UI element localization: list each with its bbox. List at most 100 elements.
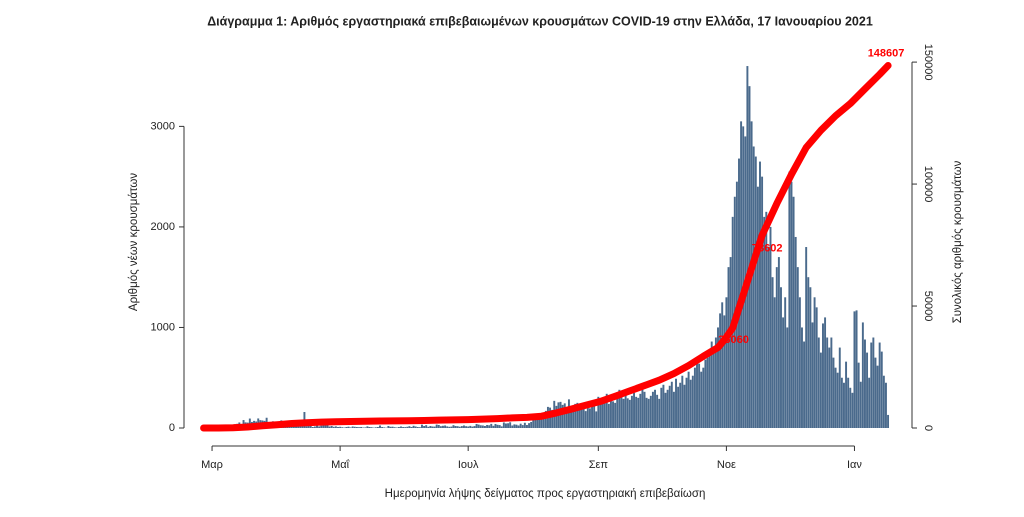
bar (520, 424, 522, 428)
bar (702, 368, 704, 428)
bar (417, 427, 419, 428)
bar (845, 362, 847, 428)
bar (690, 380, 692, 428)
bar (312, 427, 314, 428)
bar (494, 424, 496, 428)
bar (793, 197, 795, 428)
bar (366, 426, 368, 428)
bar (316, 425, 318, 428)
bar (650, 396, 652, 428)
bar (461, 426, 463, 428)
bar (591, 404, 593, 428)
bar (608, 404, 610, 428)
bar (610, 399, 612, 428)
bar (469, 426, 471, 428)
bar (333, 427, 335, 428)
x-tick-label: Νοε (717, 459, 736, 471)
bar (839, 348, 841, 428)
bar (879, 343, 881, 428)
bar (457, 426, 459, 428)
bar (448, 427, 450, 428)
y-tick-label: 3000 (151, 120, 175, 132)
bar (379, 425, 381, 428)
bar (501, 426, 503, 428)
bar (585, 411, 587, 428)
x-tick-label: Μαρ (201, 459, 223, 471)
bar (486, 425, 488, 428)
bar (761, 177, 763, 428)
bar (459, 427, 461, 428)
bar (648, 399, 650, 428)
bar (795, 237, 797, 428)
bar (507, 423, 509, 428)
bar (337, 427, 339, 428)
bar (398, 427, 400, 428)
bar (858, 363, 860, 428)
bar (434, 427, 436, 428)
bar (463, 425, 465, 428)
bar (341, 427, 343, 428)
bar (371, 427, 373, 428)
bar (480, 425, 482, 428)
bar (429, 426, 431, 428)
bar (833, 358, 835, 428)
bar (354, 427, 356, 428)
bar (772, 277, 774, 428)
bar (595, 411, 597, 428)
y-axis-label: Αριθμός νέων κρουσμάτων (128, 173, 140, 311)
bar (803, 342, 805, 428)
bar (583, 407, 585, 428)
bar (402, 427, 404, 428)
bar (843, 383, 845, 428)
bar (329, 426, 331, 428)
bar (400, 426, 402, 428)
y2-axis-label: Συνολικός αριθμός κρουσμάτων (952, 160, 964, 323)
bar (578, 408, 580, 428)
bar (801, 327, 803, 428)
bar (870, 343, 872, 428)
bar (887, 415, 889, 428)
bar (782, 317, 784, 428)
bar (728, 267, 730, 428)
bar (688, 372, 690, 428)
bar (860, 382, 862, 428)
bar (345, 427, 347, 428)
bar (818, 338, 820, 428)
bar (465, 426, 467, 428)
bar (814, 297, 816, 428)
bar (681, 376, 683, 428)
bar (360, 427, 362, 428)
annotation: 148607 (868, 47, 905, 59)
bar (675, 379, 677, 428)
x-tick-label: Ιουλ (458, 459, 479, 471)
chart-title: Διάγραμμα 1: Αριθμός εργαστηριακά επιβεβ… (207, 14, 873, 28)
bar (774, 297, 776, 428)
bar (881, 352, 883, 428)
bar (369, 427, 371, 428)
bar (503, 422, 505, 428)
bar (331, 426, 333, 428)
bar (853, 311, 855, 428)
bar (421, 425, 423, 428)
bar (411, 427, 413, 428)
x-axis-label: Ημερομηνία λήψης δείγματος προς εργαστηρ… (385, 488, 706, 500)
bar (646, 398, 648, 428)
bar (639, 394, 641, 428)
bar (352, 426, 354, 428)
bar (644, 392, 646, 428)
bar (713, 348, 715, 428)
bar (707, 358, 709, 428)
bar (864, 340, 866, 428)
bar (725, 297, 727, 428)
bar (633, 393, 635, 428)
bar (427, 427, 429, 428)
bar (627, 398, 629, 428)
bar (866, 353, 868, 428)
bar (526, 425, 528, 428)
bar (536, 419, 538, 428)
bar (872, 338, 874, 428)
bar (572, 412, 574, 428)
bar (339, 427, 341, 428)
bar (497, 425, 499, 428)
bar (849, 388, 851, 428)
